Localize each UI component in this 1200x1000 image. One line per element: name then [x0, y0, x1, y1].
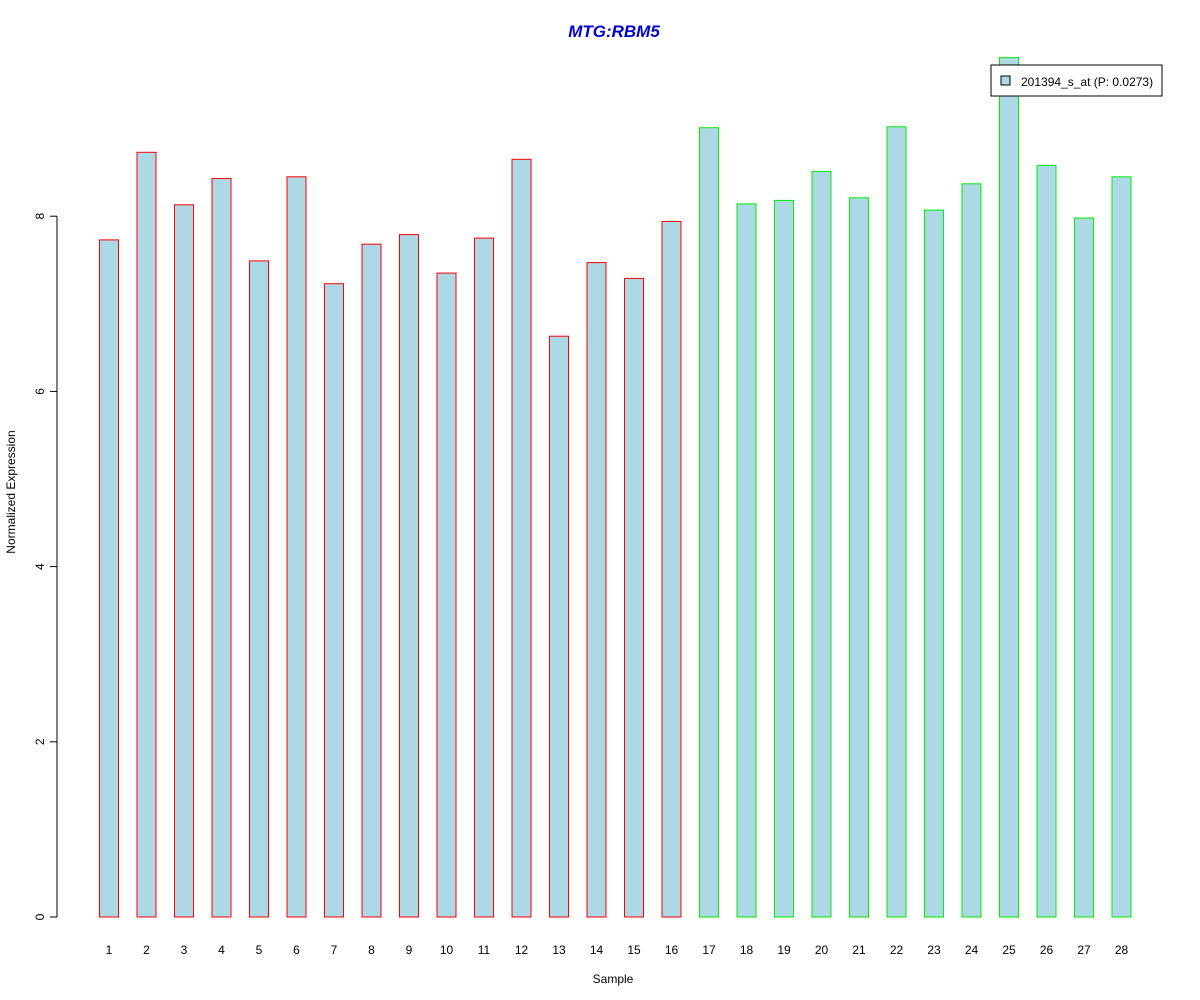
x-tick-label: 17: [702, 943, 716, 957]
x-tick-label: 16: [665, 943, 679, 957]
bar-sample-7: [324, 283, 344, 918]
bar-sample-16: [661, 221, 682, 918]
y-tick-label: 4: [33, 563, 47, 570]
bar-sample-8: [361, 243, 382, 918]
x-tick-label: 3: [181, 943, 188, 957]
chart-title: MTG:RBM5: [568, 22, 660, 41]
bar-sample-9: [399, 234, 419, 918]
bar-sample-3: [174, 204, 194, 918]
x-tick-label: 9: [406, 943, 413, 957]
bar-sample-17: [699, 127, 719, 918]
x-tick-label: 11: [478, 943, 491, 957]
bar-sample-18: [736, 203, 757, 918]
y-tick-label: 6: [33, 388, 47, 395]
x-tick-labels: 1 2 3 4 5 6 7 8 9 10 11 12 13 14 15 16 17 18 19 20 21 22 23 24 2…: [106, 943, 1129, 957]
x-tick-label: 14: [590, 943, 604, 957]
x-tick-label: 5: [256, 943, 263, 957]
bar-sample-13: [549, 335, 569, 918]
bar-sample-23: [924, 209, 944, 918]
x-tick-label: 19: [777, 943, 791, 957]
bar-sample-25: [999, 57, 1019, 918]
x-axis-label: Sample: [593, 972, 634, 986]
bar-sample-26: [1036, 164, 1057, 918]
y-tick-label: 0: [33, 913, 47, 920]
bar-sample-22: [886, 126, 907, 918]
legend-box: [990, 64, 1163, 97]
x-tick-label: 18: [740, 943, 754, 957]
bar-sample-15: [624, 277, 644, 918]
y-tick-label: 8: [33, 213, 47, 220]
bar-sample-27: [1074, 217, 1094, 918]
x-tick-label: 26: [1040, 943, 1054, 957]
bar-sample-5: [249, 260, 269, 918]
x-tick-label: 24: [965, 943, 979, 957]
bar-sample-6: [286, 176, 307, 918]
y-axis-label: Normalized Expression: [4, 430, 18, 553]
x-tick-label: 8: [368, 943, 375, 957]
x-tick-label: 13: [552, 943, 566, 957]
bars-group: [99, 57, 1132, 918]
x-tick-label: 15: [627, 943, 641, 957]
bar-sample-2: [136, 151, 157, 918]
x-tick-label: 4: [218, 943, 225, 957]
legend-label: 201394_s_at (P: 0.0273): [1021, 75, 1153, 89]
bar-sample-14: [586, 262, 607, 918]
x-tick-label: 22: [890, 943, 904, 957]
x-tick-label: 21: [852, 943, 866, 957]
x-tick-label: 23: [927, 943, 941, 957]
bar-sample-11: [474, 237, 494, 918]
legend: 201394_s_at (P: 0.0273): [990, 64, 1163, 97]
bar-sample-20: [811, 171, 832, 918]
bar-sample-4: [211, 178, 232, 918]
y-tick-label: 2: [33, 738, 47, 745]
bar-sample-1: [99, 239, 119, 918]
legend-swatch: [1000, 75, 1011, 86]
x-tick-label: 12: [515, 943, 529, 957]
x-tick-label: 7: [331, 943, 338, 957]
bar-sample-28: [1111, 176, 1132, 918]
y-axis: 0 2 4 6 8: [33, 213, 58, 920]
x-tick-label: 28: [1115, 943, 1129, 957]
x-tick-label: 25: [1002, 943, 1016, 957]
x-tick-label: 1: [106, 943, 113, 957]
x-tick-label: 20: [815, 943, 829, 957]
x-tick-label: 10: [440, 943, 454, 957]
x-tick-label: 2: [143, 943, 150, 957]
x-tick-label: 27: [1077, 943, 1091, 957]
bar-sample-12: [511, 158, 532, 918]
bar-sample-10: [436, 272, 457, 918]
bar-sample-24: [961, 183, 982, 918]
bar-sample-19: [774, 199, 794, 918]
x-tick-label: 6: [293, 943, 300, 957]
bar-sample-21: [849, 197, 869, 918]
